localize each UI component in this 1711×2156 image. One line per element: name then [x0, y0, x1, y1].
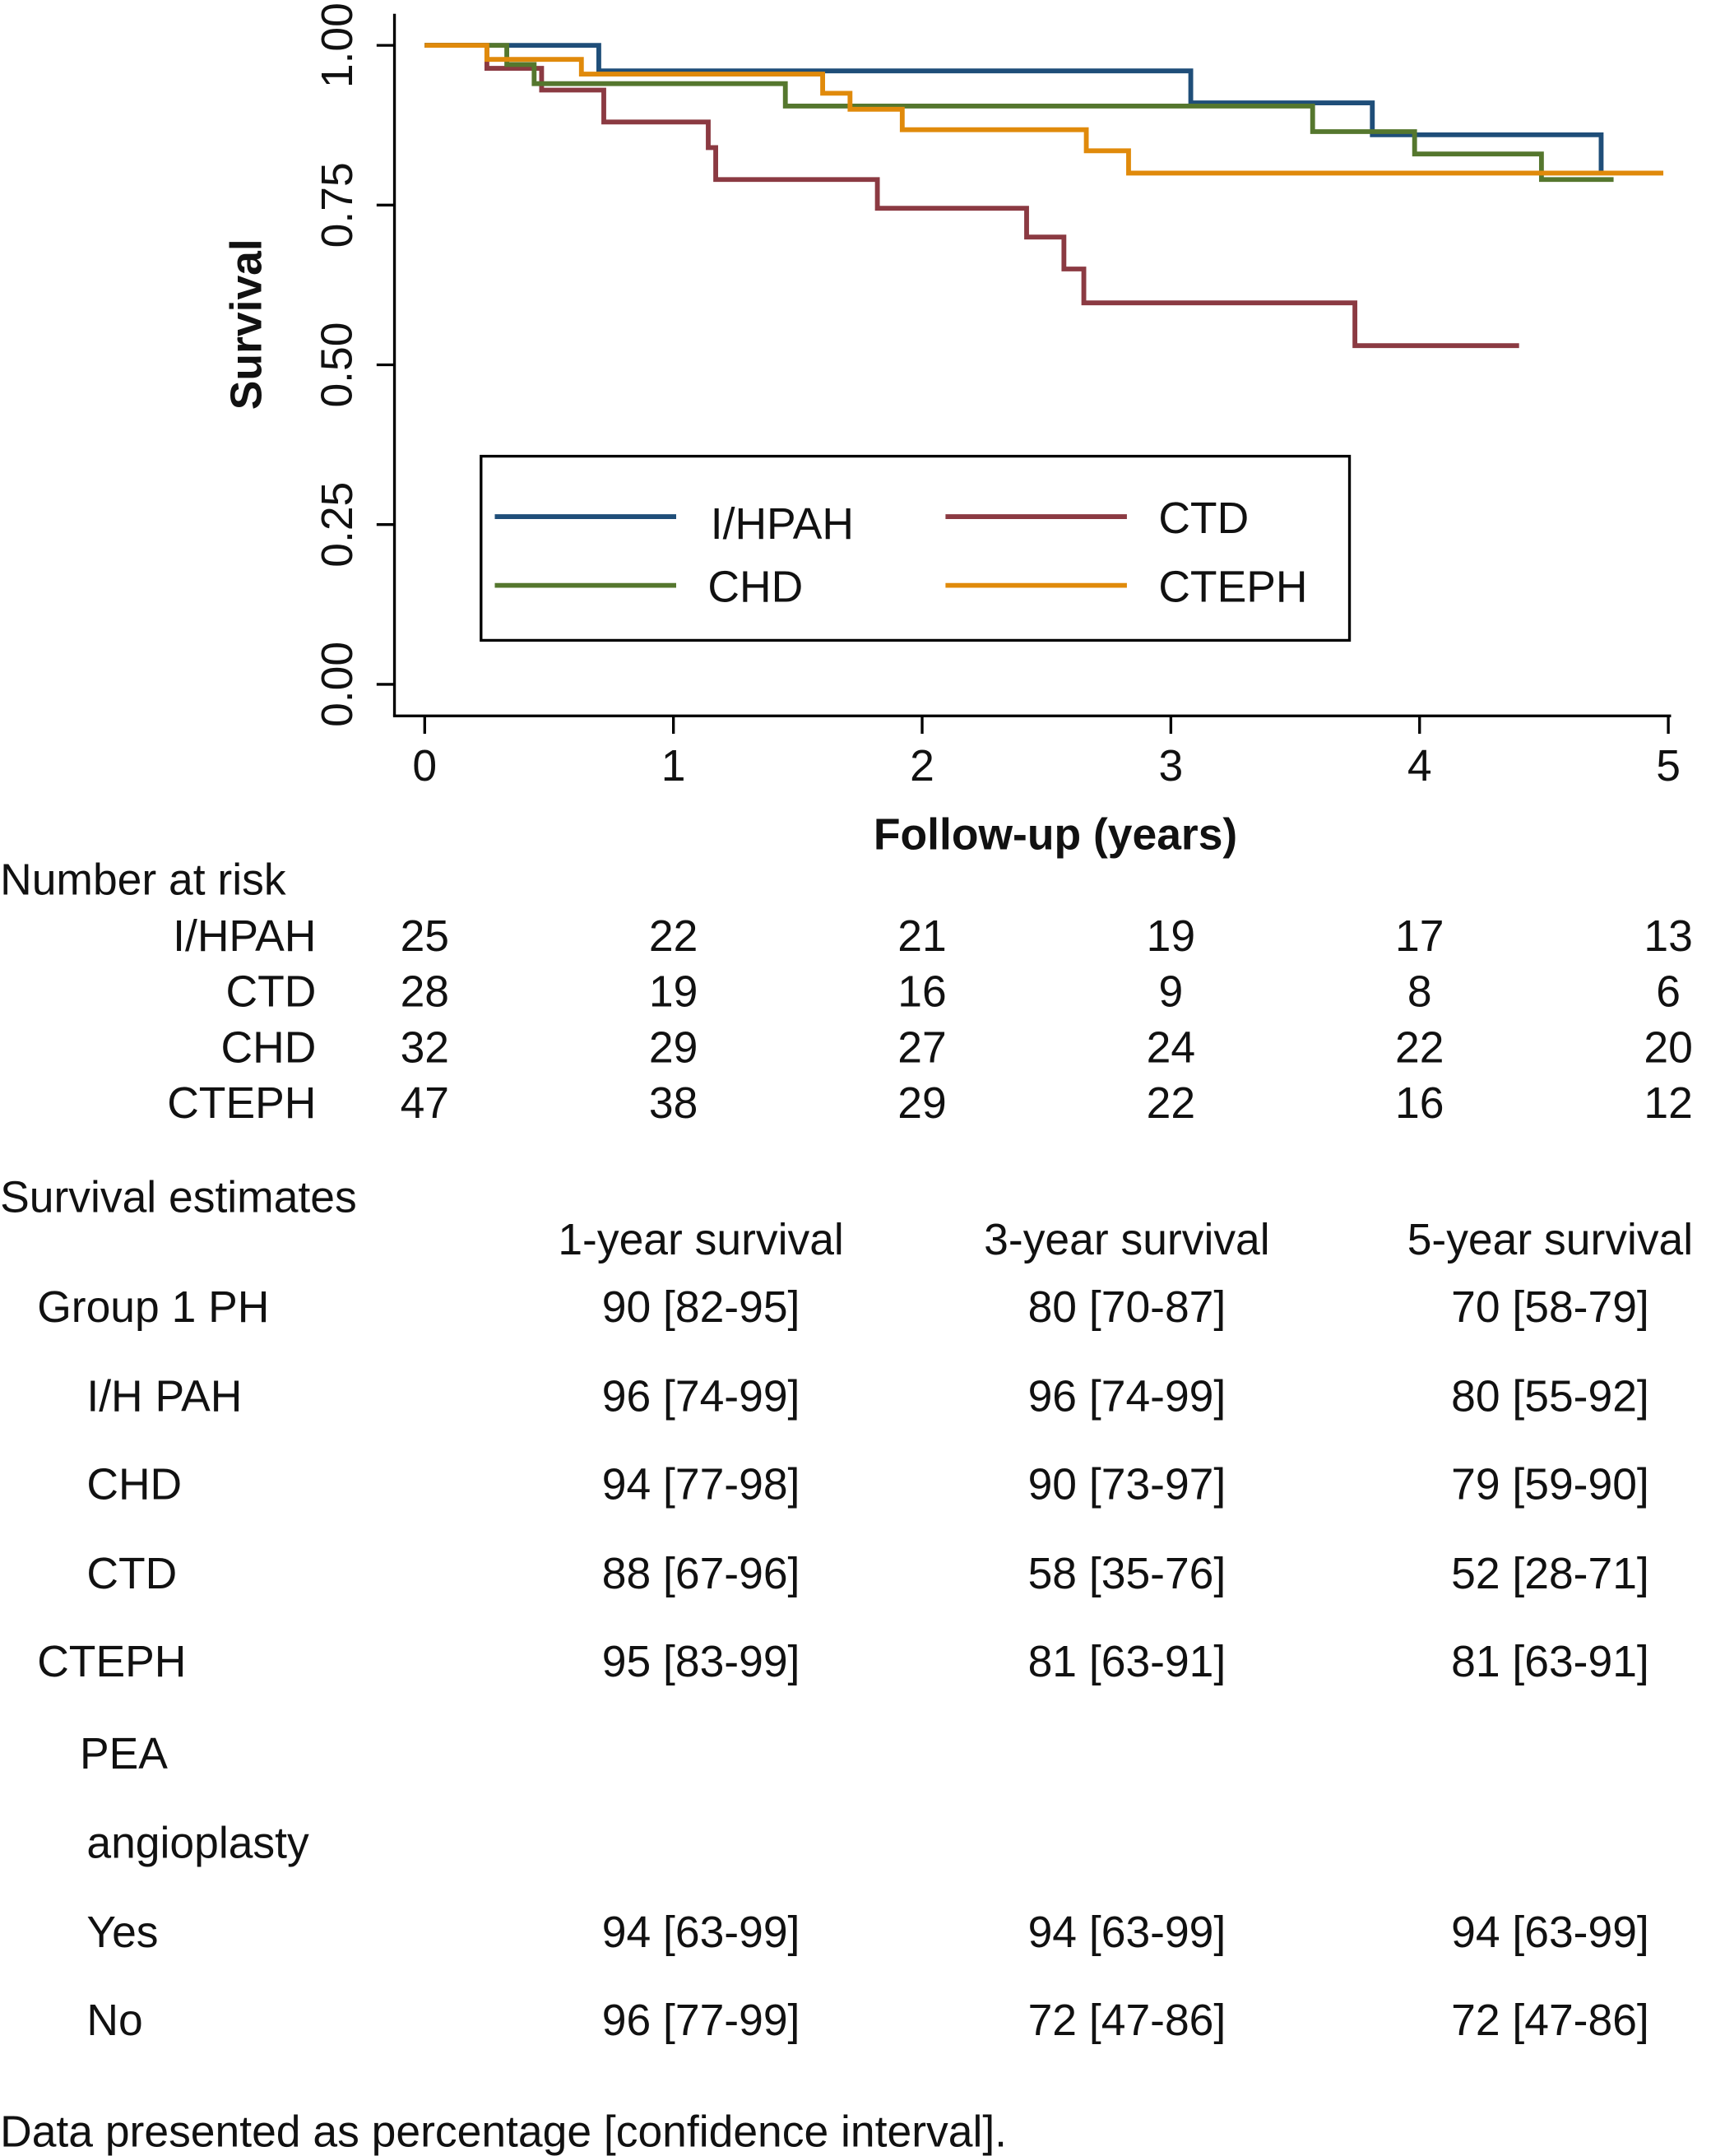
legend-label: CTD	[1158, 494, 1249, 543]
y-tick-label: 1.00	[313, 2, 362, 88]
estimate-value: 88 [67-96]	[602, 1550, 800, 1598]
estimate-value: 72 [47-86]	[1028, 1996, 1226, 2045]
survival-estimates-table: Survival estimates 1-year survival 3-year …	[0, 1173, 1693, 2156]
estimate-value: 94 [63-99]	[602, 1908, 800, 1957]
risk-row-label: CHD	[221, 1023, 317, 1072]
curve-cteph	[424, 43, 1664, 176]
risk-value: 29	[649, 1023, 698, 1072]
legend-box	[480, 454, 1352, 642]
risk-value: 20	[1644, 1023, 1692, 1072]
estimate-row-label: CTD	[86, 1550, 177, 1598]
estimate-value: 94 [77-98]	[602, 1461, 800, 1509]
footnote: Data presented as percentage [confidence…	[0, 2107, 1007, 2156]
estimate-row-label: CHD	[86, 1461, 182, 1509]
risk-value: 19	[649, 968, 698, 1017]
legend-label: I/HPAH	[711, 500, 854, 549]
risk-value: 25	[401, 912, 449, 961]
y-tick-label: 0.25	[313, 482, 362, 568]
estimate-value: 80 [55-92]	[1451, 1373, 1649, 1421]
risk-row-label: CTEPH	[167, 1079, 316, 1128]
risk-value: 28	[401, 968, 449, 1017]
estimate-value: 90 [82-95]	[602, 1283, 800, 1332]
estimate-value: 79 [59-90]	[1451, 1461, 1649, 1509]
estimate-value: 96 [74-99]	[602, 1373, 800, 1421]
risk-value: 8	[1407, 968, 1432, 1017]
x-tick-label: 4	[1407, 742, 1432, 791]
survival-curves	[424, 43, 1664, 349]
risk-row-label: CTD	[226, 968, 317, 1017]
risk-value: 29	[897, 1079, 946, 1128]
estimate-value: 81 [63-91]	[1451, 1638, 1649, 1686]
risk-value: 17	[1395, 912, 1444, 961]
estimate-value: 72 [47-86]	[1451, 1996, 1649, 2045]
estimate-value: 81 [63-91]	[1028, 1638, 1226, 1686]
y-tick-label: 0.75	[313, 162, 362, 248]
legend: I/HPAH CTD CHD CTEPH	[480, 454, 1352, 642]
estimates-title: Survival estimates	[0, 1173, 357, 1222]
estimate-value: 95 [83-99]	[602, 1638, 800, 1686]
legend-label: CHD	[707, 563, 803, 612]
estimate-value: 96 [74-99]	[1028, 1373, 1226, 1421]
risk-value: 12	[1644, 1079, 1692, 1128]
y-axis-title: Survival	[223, 239, 271, 410]
estimate-value: 70 [58-79]	[1451, 1283, 1649, 1332]
risk-value: 38	[649, 1079, 698, 1128]
estimate-value: 94 [63-99]	[1451, 1908, 1649, 1957]
risk-row-label: I/HPAH	[173, 912, 316, 961]
estimate-value: 58 [35-76]	[1028, 1550, 1226, 1598]
x-tick-label: 3	[1159, 742, 1184, 791]
column-header: 5-year survival	[1407, 1216, 1693, 1264]
estimate-row-label: Group 1 PH	[37, 1283, 269, 1332]
risk-value: 22	[1147, 1079, 1195, 1128]
risk-value: 16	[1395, 1079, 1444, 1128]
risk-value: 27	[897, 1023, 946, 1072]
estimate-value: 96 [77-99]	[602, 1996, 800, 2045]
risk-value: 24	[1147, 1023, 1195, 1072]
x-tick-label: 0	[412, 742, 437, 791]
curve-ihpah	[424, 43, 1604, 174]
curve-chd	[424, 43, 1614, 183]
risk-table: Number at risk I/HPAH 25 22 21 19 17 13 CTD 28 19 1…	[0, 855, 1693, 1127]
risk-value: 16	[897, 968, 946, 1017]
risk-value: 22	[649, 912, 698, 961]
estimate-value: 52 [28-71]	[1451, 1550, 1649, 1598]
risk-table-title: Number at risk	[0, 855, 286, 904]
risk-value: 9	[1159, 968, 1184, 1017]
risk-value: 19	[1147, 912, 1195, 961]
x-tick-label: 1	[661, 742, 686, 791]
risk-value: 47	[401, 1079, 449, 1128]
estimate-row-label: angioplasty	[86, 1820, 309, 1868]
risk-value: 32	[401, 1023, 449, 1072]
x-axis-title: Follow-up (years)	[874, 810, 1237, 859]
risk-value: 21	[897, 912, 946, 961]
estimate-value: 94 [63-99]	[1028, 1908, 1226, 1957]
estimate-value: 90 [73-97]	[1028, 1461, 1226, 1509]
risk-value: 22	[1395, 1023, 1444, 1072]
estimate-row-label: I/H PAH	[86, 1373, 242, 1421]
x-tick-label: 2	[910, 742, 934, 791]
legend-label: CTEPH	[1158, 563, 1307, 612]
y-tick-label: 0.00	[313, 642, 362, 727]
plot-axes: 0.00 0.25 0.50 0.75 1.00 0 1 2 3 4 5 Survival Follow…	[223, 2, 1681, 859]
column-header: 3-year survival	[984, 1216, 1269, 1264]
risk-value: 6	[1656, 968, 1681, 1017]
curve-ctd	[424, 43, 1519, 349]
estimate-row-label: CTEPH	[37, 1638, 186, 1686]
estimate-row-label: No	[86, 1996, 142, 2045]
estimate-row-label: PEA	[80, 1730, 168, 1778]
y-tick-label: 0.50	[313, 322, 362, 408]
column-header: 1-year survival	[558, 1216, 843, 1264]
estimate-value: 80 [70-87]	[1028, 1283, 1226, 1332]
estimate-row-label: Yes	[86, 1908, 158, 1957]
x-tick-label: 5	[1656, 742, 1681, 791]
risk-value: 13	[1644, 912, 1692, 961]
